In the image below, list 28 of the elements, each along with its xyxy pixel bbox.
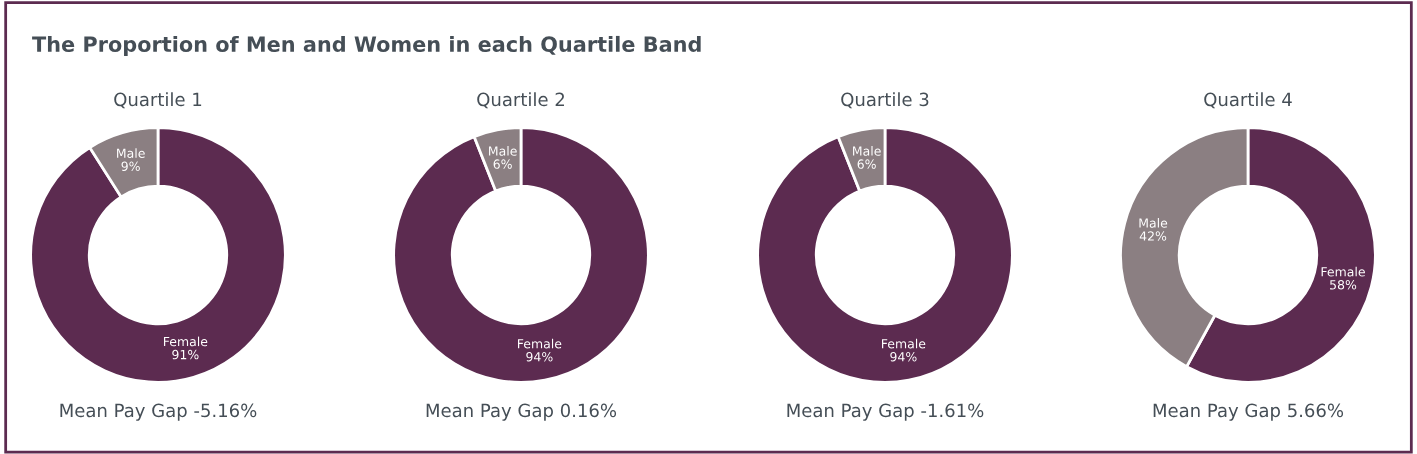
donut-slice	[29, 126, 287, 384]
donut-slice	[756, 126, 1014, 384]
data-label: 91%	[172, 349, 199, 360]
slice-label: Female	[518, 338, 562, 349]
text: Mean Pay Gap 5.66%	[1153, 403, 1344, 421]
slice-label: Male	[1139, 218, 1168, 228]
slice-label: Female	[163, 336, 208, 347]
data-label: 94%	[890, 352, 917, 362]
data-label: 94%	[526, 352, 553, 362]
slice-label: Female	[1321, 266, 1365, 277]
data-label: 9%	[121, 161, 140, 171]
chart-title: Quartile 4	[1204, 92, 1292, 109]
slice-label: Male	[853, 146, 881, 156]
text: Mean Pay Gap -1.61%	[787, 403, 984, 421]
data-label: 58%	[1330, 280, 1357, 290]
slice-label: Female	[882, 338, 926, 349]
chart-title: Quartile 2	[477, 92, 564, 109]
text: Mean Pay Gap 0.16%	[426, 403, 617, 421]
chart-title: Quartile 1	[114, 92, 202, 109]
text: Mean Pay Gap -5.16%	[60, 403, 257, 421]
donut-slice	[392, 126, 650, 384]
slice-label: Male	[117, 148, 145, 158]
data-label: 6%	[493, 159, 512, 169]
data-label: 6%	[857, 159, 876, 169]
text: The Proportion of Men and Women in each Quartile Band	[32, 35, 701, 57]
slice-label: Male	[489, 146, 517, 156]
data-label: 42%	[1139, 231, 1167, 241]
chart-title: Quartile 3	[841, 92, 929, 109]
